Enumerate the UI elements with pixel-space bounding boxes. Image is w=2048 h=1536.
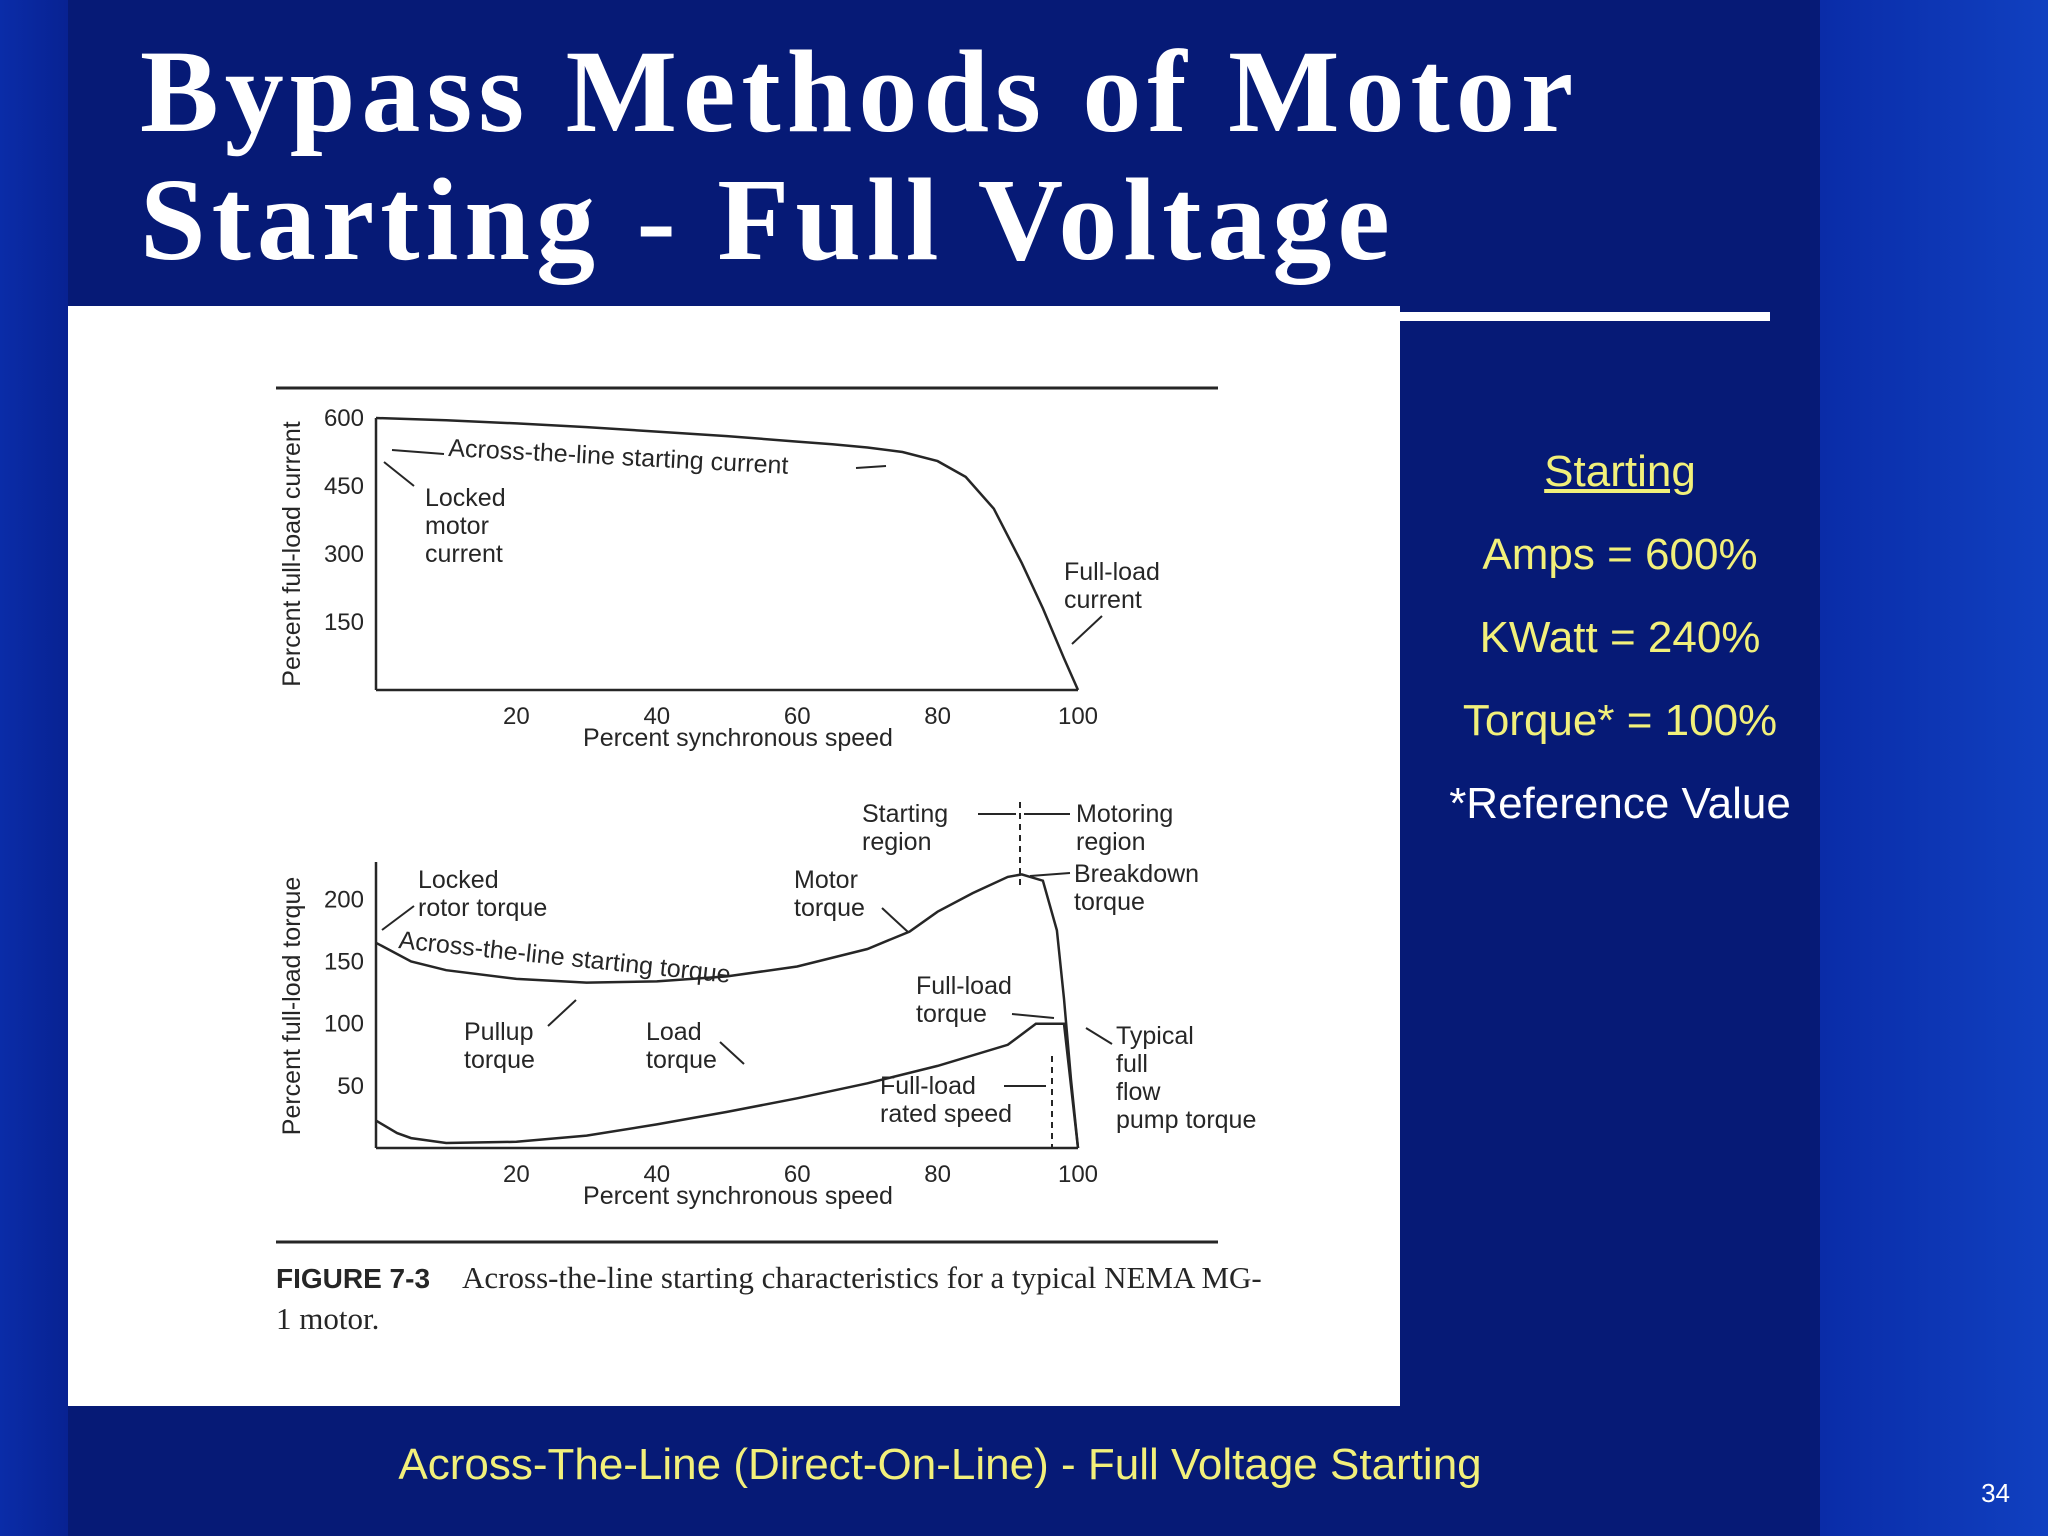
leader-starting-current-end <box>855 465 887 469</box>
annotation-line: region <box>862 828 932 856</box>
leader-pullup-torque <box>547 999 577 1027</box>
annotation-line: Starting <box>862 800 948 828</box>
annotation-full-load-torque: Full-load torque <box>916 972 1012 1028</box>
leader-breakdown-torque <box>1029 872 1071 877</box>
current-chart-y-label: Percent full-load current <box>278 421 306 686</box>
annotation-line: current <box>425 540 503 568</box>
annotation-motor-torque: Motor torque <box>794 866 865 922</box>
leader-full-load-torque <box>1011 1013 1055 1019</box>
annotation-line: Pullup <box>464 1018 534 1046</box>
x-tick-label: 40 <box>643 1161 670 1188</box>
annotation-line: rated speed <box>880 1100 1012 1128</box>
y-tick-label: 200 <box>324 886 364 913</box>
starting-summary-panel: Starting Amps = 600% KWatt = 240% Torque… <box>1400 430 1840 845</box>
annotation-line: Full-load <box>880 1072 976 1100</box>
annotation-line: Typical <box>1116 1022 1194 1050</box>
annotation-pump-torque: Typical full flow pump torque <box>1116 1022 1256 1134</box>
x-tick-label: 100 <box>1058 1161 1098 1188</box>
kwatt-value: KWatt = 240% <box>1479 613 1761 662</box>
figure-caption-text: Across-the-line starting characteristics… <box>276 1260 1262 1336</box>
figure-caption: FIGURE 7-3 Across-the-line starting chara… <box>276 1258 1276 1339</box>
x-tick-label: 80 <box>924 703 951 730</box>
x-tick-label: 80 <box>924 1161 951 1188</box>
title-line-1: Bypass Methods of Motor <box>140 26 1580 157</box>
leader-locked-rotor-torque <box>381 905 415 931</box>
slide-footer: Across-The-Line (Direct-On-Line) - Full … <box>398 1440 1482 1489</box>
x-tick-label: 20 <box>503 703 530 730</box>
annotation-load-torque: Load torque <box>646 1018 717 1074</box>
annotation-line: Full-load <box>916 972 1012 1000</box>
y-tick-label: 450 <box>324 473 364 500</box>
x-tick-label: 20 <box>503 1161 530 1188</box>
annotation-line: torque <box>794 894 865 922</box>
x-tick-label: 60 <box>784 1161 811 1188</box>
figure-caption-label: FIGURE 7-3 <box>276 1263 431 1294</box>
x-tick-label: 60 <box>784 703 811 730</box>
torque-value: Torque* = 100% <box>1462 696 1778 745</box>
leader-starting-current <box>391 449 445 455</box>
slide-title: Bypass Methods of Motor Starting - Full V… <box>140 28 1579 284</box>
current-chart: 600 450 300 150 20 40 60 80 100 Percent synchro… <box>278 405 1160 752</box>
starting-current-line <box>375 416 1080 691</box>
leader-full-load-current <box>1071 615 1103 645</box>
leader-pump-torque <box>1085 1027 1113 1045</box>
y-tick-label: 50 <box>337 1073 364 1100</box>
torque-chart: 200 150 100 50 20 40 60 80 100 Percent synchron… <box>278 800 1256 1210</box>
annotation-line: torque <box>1074 888 1145 916</box>
current-chart-x-label: Percent synchronous speed <box>583 724 893 752</box>
annotation-line: Motoring <box>1076 800 1173 828</box>
x-tick-label: 100 <box>1058 703 1098 730</box>
annotation-motoring-region: Motoring region <box>1076 800 1173 856</box>
figure-panel: 600 450 300 150 20 40 60 80 100 Percent synchro… <box>68 306 1400 1406</box>
annotation-line: pump torque <box>1116 1106 1256 1134</box>
leader-locked-motor-current <box>383 461 415 487</box>
annotation-starting-current: Across-the-line starting current <box>448 434 789 480</box>
annotation-full-load-current: Full-load current <box>1064 558 1160 614</box>
annotation-starting-region: Starting region <box>862 800 948 856</box>
annotation-line: Locked <box>425 484 506 512</box>
title-rule <box>1400 312 1770 321</box>
annotation-line: Full-load <box>1064 558 1160 586</box>
annotation-line: torque <box>464 1046 535 1074</box>
leader-motor-torque <box>881 907 909 933</box>
amps-value: Amps = 600% <box>1482 530 1758 579</box>
title-line-2: Starting - Full Voltage <box>140 154 1396 285</box>
motor-torque-line <box>375 873 1080 1149</box>
starting-heading: Starting <box>1544 447 1696 496</box>
leader-load-torque <box>719 1041 745 1065</box>
torque-chart-x-label: Percent synchronous speed <box>583 1182 893 1210</box>
pump-torque-line <box>375 1022 1080 1149</box>
annotation-line: current <box>1064 586 1142 614</box>
annotation-full-load-rated-speed: Full-load rated speed <box>880 1072 1012 1128</box>
annotation-starting-torque: Across-the-line starting torque <box>397 926 732 989</box>
reference-note: *Reference Value <box>1449 779 1791 828</box>
annotation-line: torque <box>646 1046 717 1074</box>
annotation-line: flow <box>1116 1078 1161 1106</box>
annotation-line: motor <box>425 512 489 540</box>
y-tick-label: 300 <box>324 541 364 568</box>
annotation-line: region <box>1076 828 1146 856</box>
x-tick-label: 40 <box>643 703 670 730</box>
annotation-locked-motor-current: Locked motor current <box>425 484 506 568</box>
y-tick-label: 100 <box>324 1011 364 1038</box>
annotation-pullup-torque: Pullup torque <box>464 1018 535 1074</box>
annotation-breakdown-torque: Breakdown torque <box>1074 860 1199 916</box>
y-tick-label: 600 <box>324 405 364 432</box>
page-number: 34 <box>1981 1478 2010 1508</box>
annotation-line: Locked <box>418 866 499 894</box>
annotation-line: torque <box>916 1000 987 1028</box>
annotation-line: rotor torque <box>418 894 547 922</box>
y-tick-label: 150 <box>324 948 364 975</box>
annotation-locked-rotor-torque: Locked rotor torque <box>418 866 547 922</box>
y-tick-label: 150 <box>324 609 364 636</box>
figure-chart: 600 450 300 150 20 40 60 80 100 Percent synchro… <box>276 386 1256 1244</box>
annotation-line: Breakdown <box>1074 860 1199 888</box>
annotation-line: full <box>1116 1050 1148 1078</box>
annotation-line: Motor <box>794 866 858 894</box>
torque-chart-y-label: Percent full-load torque <box>278 877 306 1135</box>
annotation-line: Load <box>646 1018 702 1046</box>
